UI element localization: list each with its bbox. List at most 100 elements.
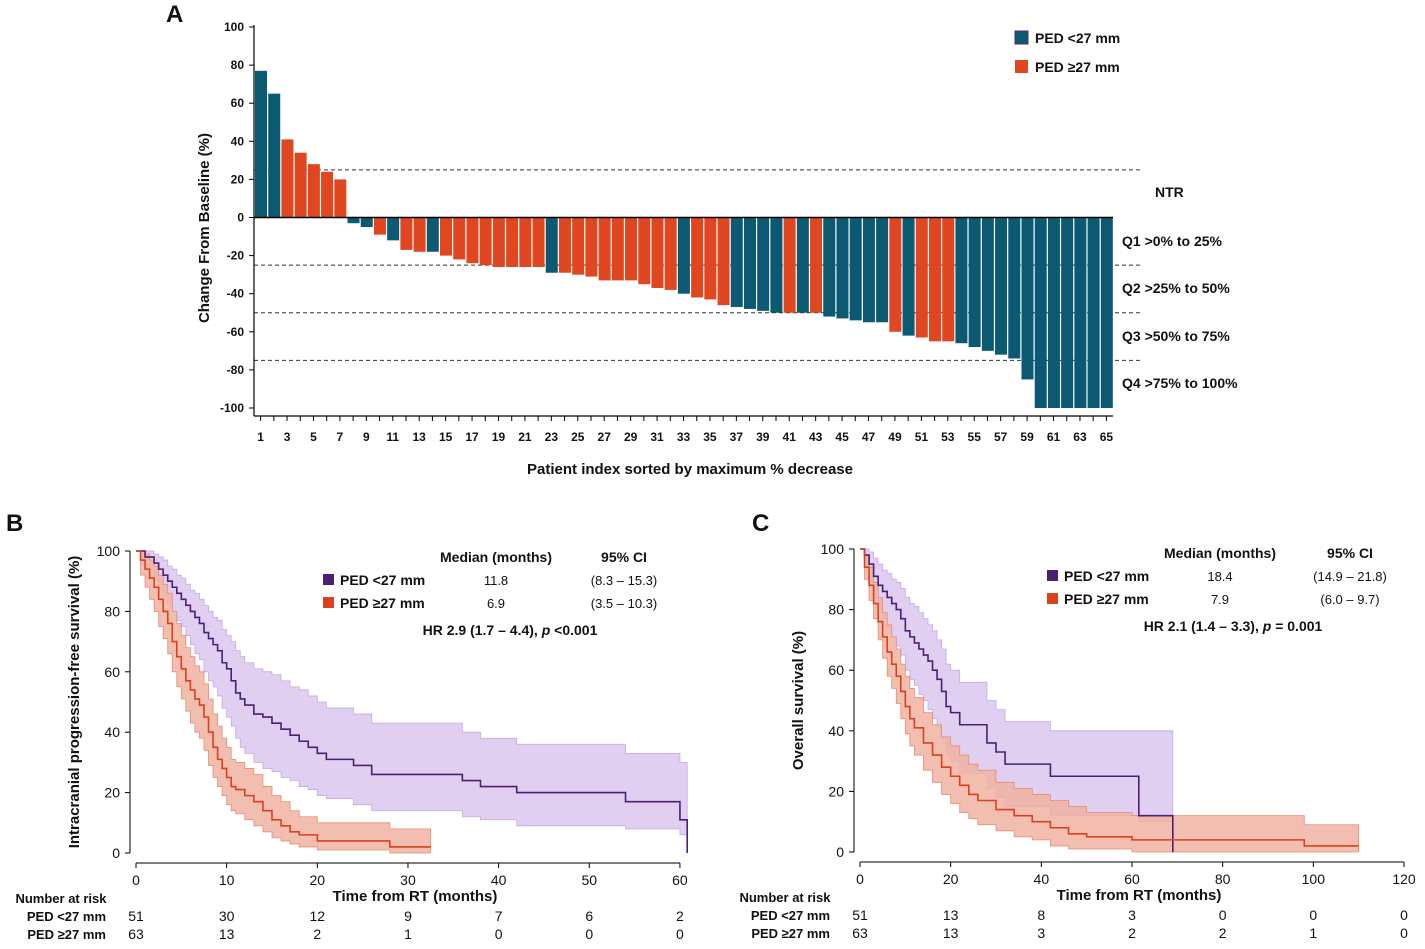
x-tick-label: 7 [337,430,344,444]
x-tick-label: 19 [492,430,506,444]
y-tick-label: 60 [231,96,245,110]
x-tick-label: 59 [1020,430,1034,444]
legend-series-name: PED <27 mm [340,572,425,588]
bar [876,217,889,323]
legend-label-small: PED <27 mm [1035,30,1120,46]
risk-count: 0 [1400,925,1408,941]
bar [677,217,690,294]
ci-value: (14.9 – 21.8) [1313,569,1387,584]
x-tick-label: 20 [310,872,326,888]
risk-count: 63 [128,926,144,942]
y-tick-label: 40 [231,134,245,148]
bar [1047,217,1060,408]
table-header-ci: 95% CI [1327,545,1373,561]
x-tick-label: 5 [310,430,317,444]
bar [360,217,373,228]
x-tick-label: 41 [783,430,797,444]
risk-count: 13 [943,925,959,941]
x-tick-label: 51 [915,430,929,444]
bar [1034,217,1047,408]
table-header-median: Median (months) [440,549,552,565]
bar [400,217,413,250]
x-tick-label: 53 [941,430,955,444]
risk-count: 0 [1400,907,1408,923]
bar [506,217,519,268]
bar [1074,217,1087,408]
zone-label: NTR [1155,184,1184,200]
bar [466,217,479,264]
median-value: 11.8 [484,573,508,588]
legend-swatch-small [1014,30,1029,45]
x-tick-label: 80 [1215,871,1231,887]
bar [492,217,505,268]
risk-count: 2 [1219,925,1227,941]
x-tick-label: 65 [1100,430,1114,444]
bar [585,217,598,277]
x-tick-label: 35 [703,430,717,444]
risk-count: 0 [495,926,503,942]
y-tick-label: -80 [227,363,245,377]
legend-series-name: PED <27 mm [1064,568,1149,584]
x-axis-title: Time from RT (months) [1057,887,1222,904]
risk-count: 63 [852,925,868,941]
risk-count: 0 [1309,907,1317,923]
bar [743,217,756,309]
x-tick-label: 27 [598,430,612,444]
risk-count: 51 [128,908,144,924]
x-tick-label: 21 [518,430,532,444]
bar [783,217,796,313]
x-tick-label: 50 [581,872,597,888]
zone-label: Q4 >75% to 100% [1122,375,1238,391]
x-tick-label: 25 [571,430,585,444]
bar [545,217,558,273]
ci-value: (8.3 – 15.3) [591,573,658,588]
bar [836,217,849,319]
risk-count: 13 [943,907,959,923]
x-axis-title: Time from RT (months) [333,888,498,905]
risk-count: 0 [676,926,684,942]
bar [1087,217,1100,408]
y-tick-label: 20 [104,785,120,801]
bar [915,217,928,338]
y-tick-label: 0 [836,844,844,860]
hazard-ratio: HR 2.1 (1.4 – 3.3), p = 0.001 [1144,618,1323,634]
bar [453,217,466,260]
risk-row-label: PED <27 mm [27,909,106,924]
ci-value: (6.0 – 9.7) [1320,592,1379,607]
survival-curve [860,548,1359,847]
bar [889,217,902,332]
panel-a-label: A [166,1,183,28]
bar [942,217,955,342]
y-tick-label: 80 [104,603,120,619]
risk-count: 1 [1309,925,1317,941]
bar [955,217,968,344]
x-tick-label: 47 [862,430,876,444]
x-tick-label: 17 [465,430,479,444]
y-tick-label: 60 [104,664,120,680]
bar [691,217,704,298]
bar [717,217,730,306]
x-tick-label: 33 [677,430,691,444]
bar [730,217,743,308]
bar [334,179,347,218]
bar [862,217,875,323]
risk-count: 7 [495,908,503,924]
x-tick-label: 1 [257,430,264,444]
x-tick-label: 30 [400,872,416,888]
bar [347,217,360,224]
survival-curve [860,548,1174,852]
risk-count: 8 [1037,907,1045,923]
bar [532,217,545,268]
median-value: 7.9 [1211,592,1229,607]
bar [479,217,492,266]
bar [572,217,585,275]
zone-label: Q1 >0% to 25% [1122,233,1223,249]
risk-table-title: Number at risk [15,891,107,906]
bar [651,217,664,288]
panel-a-legend: PED <27 mm PED ≥27 mm [1014,30,1120,75]
risk-count: 2 [313,926,321,942]
panel-b-label: B [6,510,23,537]
x-tick-label: 40 [1034,871,1050,887]
